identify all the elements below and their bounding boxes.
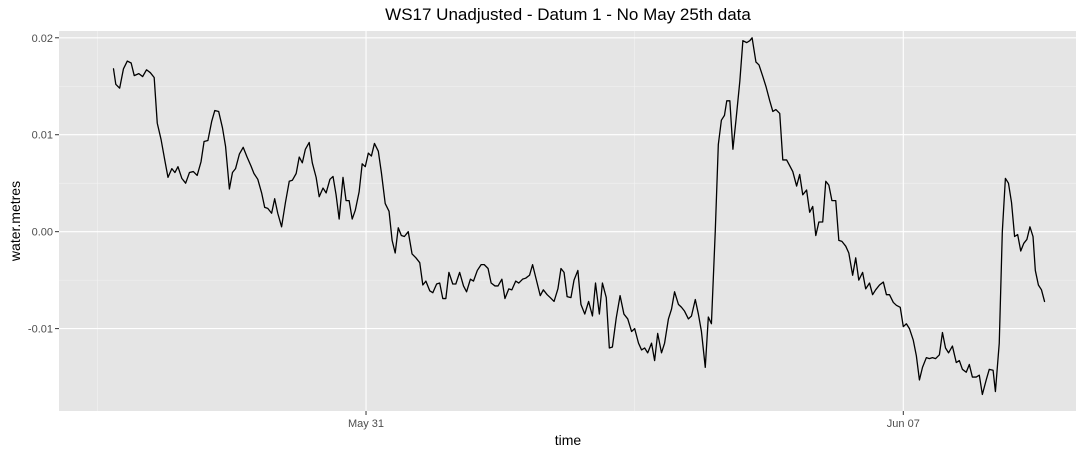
y-tick-label: 0.00 (32, 227, 53, 239)
x-axis-label: time (555, 432, 582, 448)
series-lines (112, 37, 1046, 396)
y-tick-label: 0.02 (32, 33, 53, 45)
chart-title: WS17 Unadjusted - Datum 1 - No May 25th … (385, 5, 751, 24)
y-tick-label: -0.01 (28, 324, 53, 336)
x-tick-label: Jun 07 (887, 418, 920, 430)
y-tick-label: 0.01 (32, 130, 53, 142)
y-axis-label: water.metres (7, 181, 23, 262)
x-tick-label: May 31 (348, 418, 384, 430)
series-line (112, 37, 1046, 396)
tick-labels: 0.02 0.01 0.00 -0.01 May 31 Jun 07 (28, 33, 920, 430)
plot-background (59, 31, 1076, 411)
